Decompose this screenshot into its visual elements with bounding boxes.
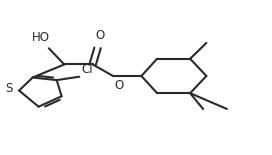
Text: S: S [5, 82, 13, 95]
Text: Cl: Cl [81, 62, 93, 75]
Text: O: O [96, 29, 105, 42]
Text: O: O [114, 79, 123, 92]
Text: HO: HO [32, 31, 50, 44]
